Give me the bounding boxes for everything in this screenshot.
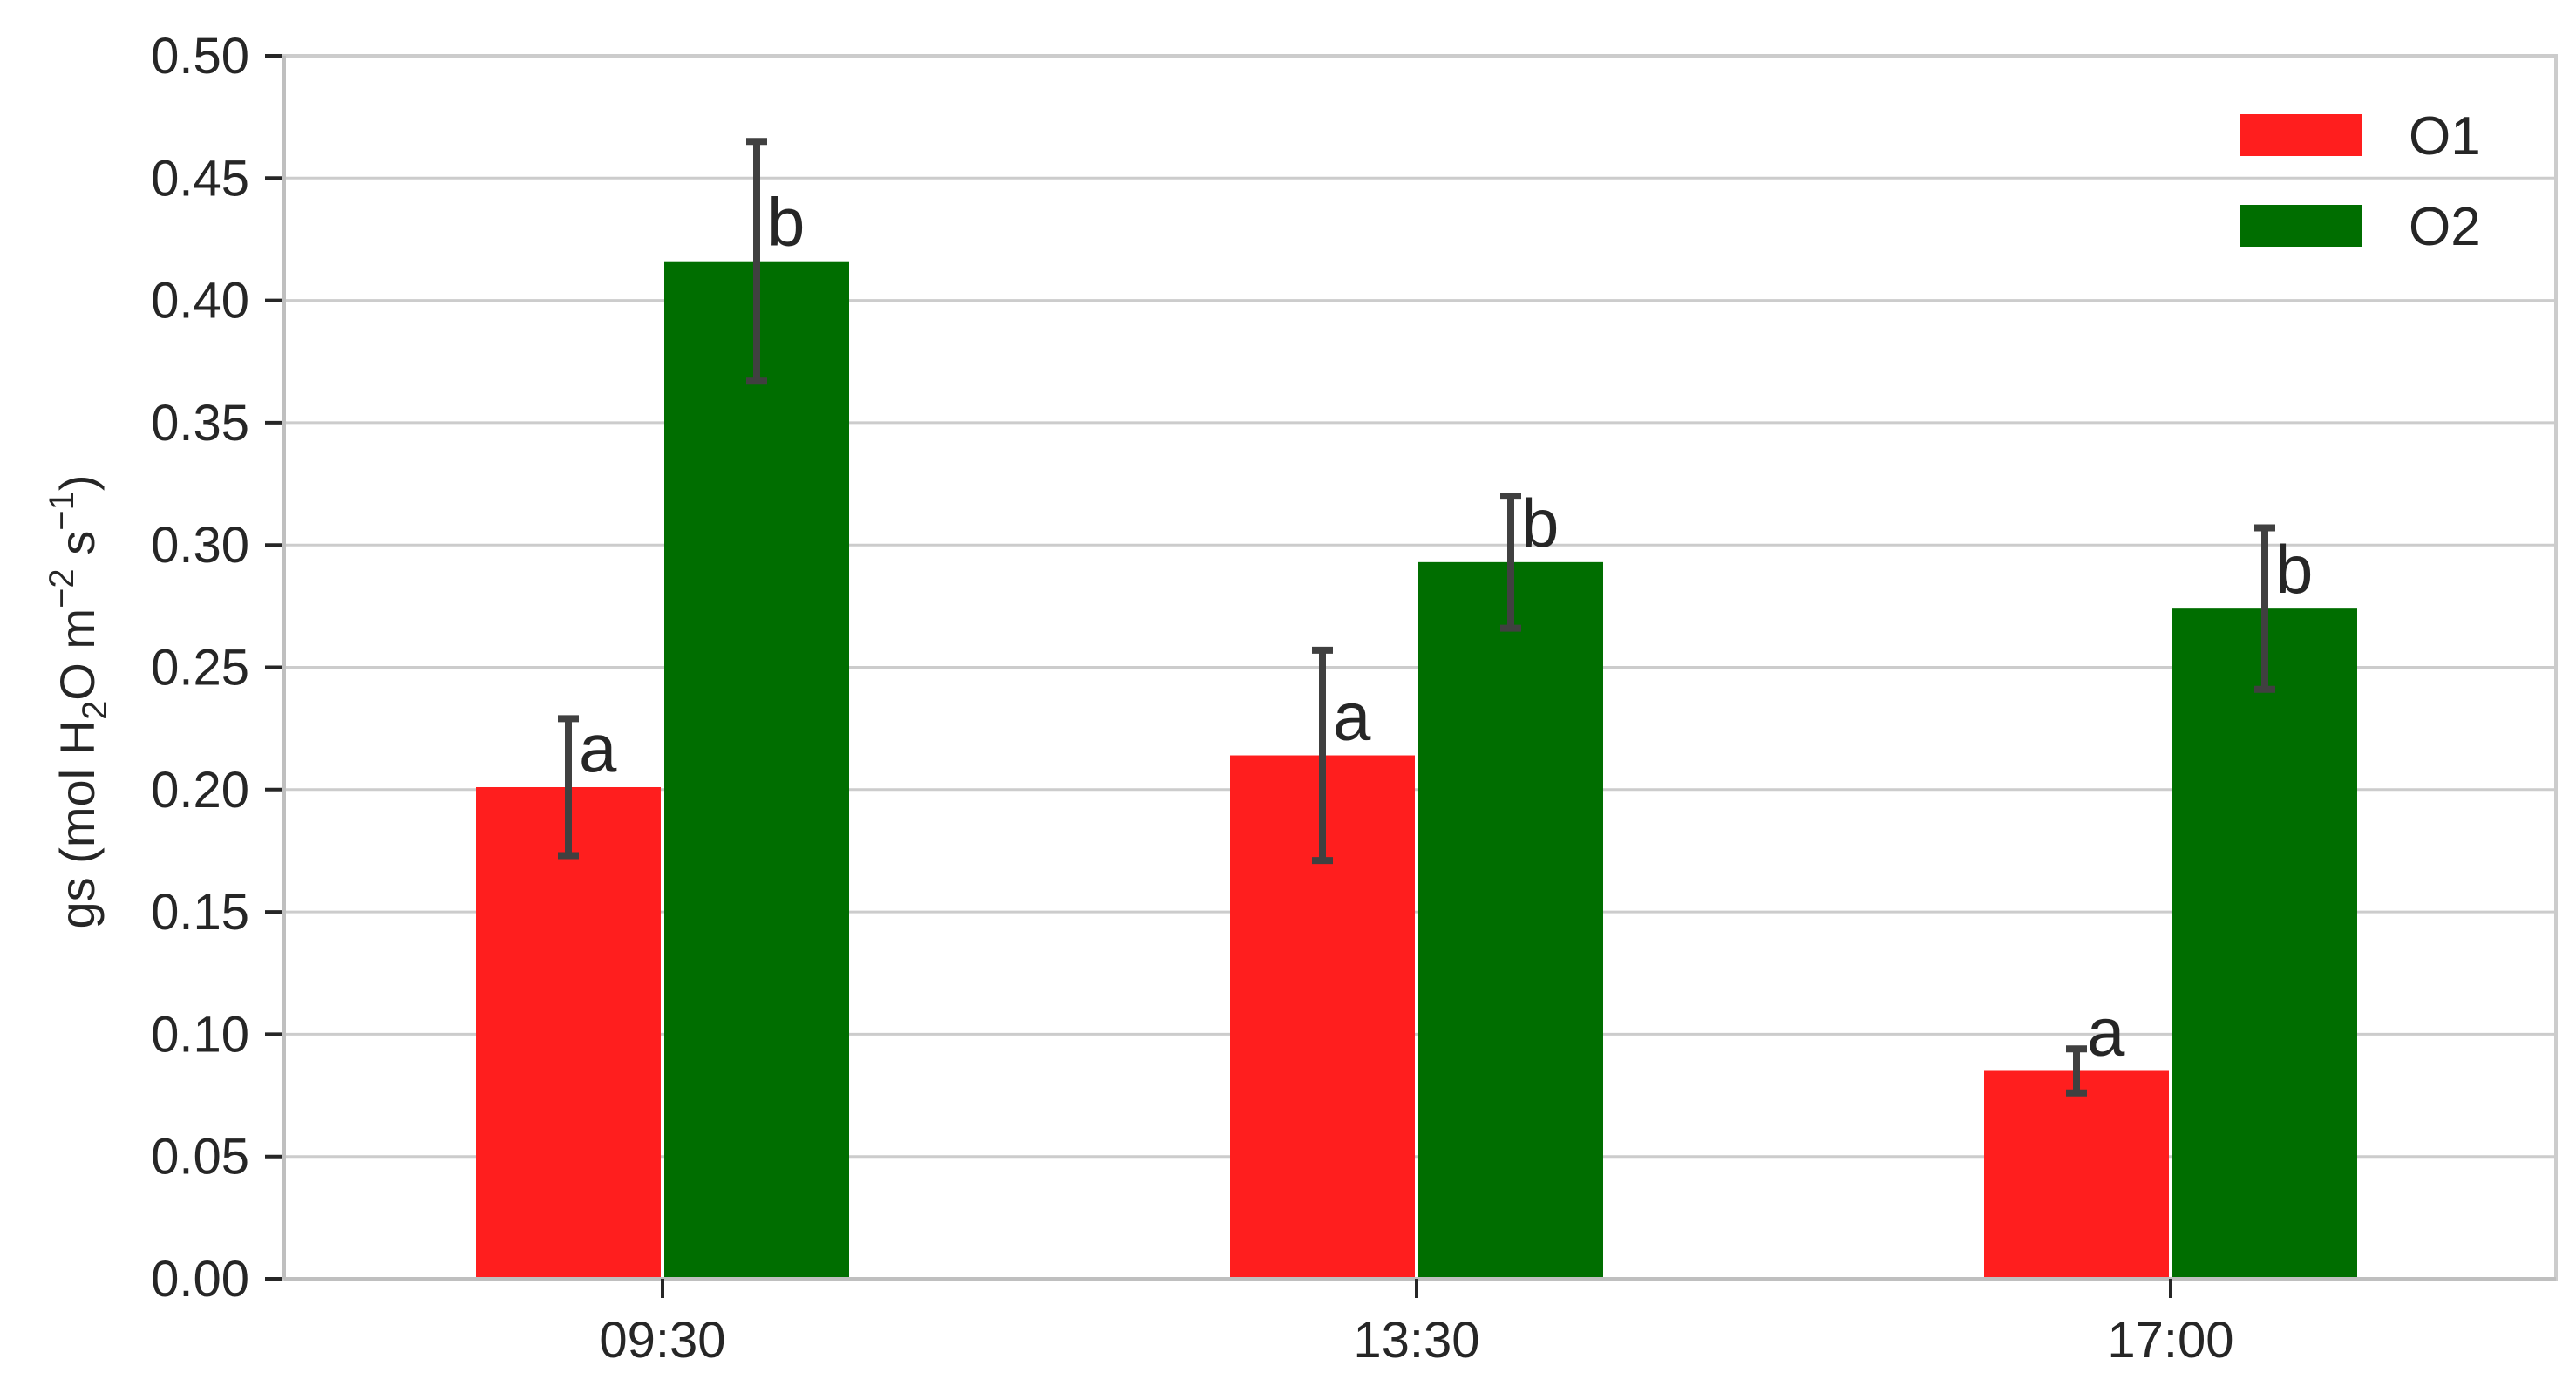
significance-label: b: [2275, 531, 2313, 608]
legend-label-o1: O1: [2409, 106, 2481, 166]
bar-o1-0: [476, 786, 661, 1279]
x-tick-label: 17:00: [2107, 1312, 2233, 1369]
significance-label: a: [2087, 993, 2125, 1070]
significance-label: b: [767, 184, 805, 261]
y-axis-label-mid2: s: [50, 531, 105, 569]
y-axis-label-sup2: −1: [43, 491, 81, 531]
legend: O1 O2: [2240, 106, 2481, 257]
bar-o2-1: [1418, 561, 1603, 1279]
y-tick-label: 0.30: [151, 517, 249, 574]
y-axis-label-mid: O m: [50, 608, 105, 701]
y-tick-label: 0.15: [151, 884, 249, 941]
y-tick-label: 0.25: [151, 640, 249, 696]
legend-swatch-o1: [2240, 114, 2362, 156]
x-tick-label: 13:30: [1353, 1312, 1479, 1369]
significance-label: a: [579, 710, 617, 786]
bar-o2-2: [2172, 608, 2357, 1279]
y-axis-label-prefix: gs (mol H: [50, 720, 105, 929]
legend-swatch-o2: [2240, 205, 2362, 247]
significance-label: a: [1333, 678, 1371, 755]
significance-label: b: [1521, 485, 1559, 561]
y-axis-label-sup1: −2: [43, 568, 81, 608]
y-tick-label: 0.00: [151, 1251, 249, 1308]
bar-o1-2: [1984, 1070, 2169, 1279]
bar-o2-0: [664, 261, 849, 1280]
y-tick-label: 0.05: [151, 1129, 249, 1186]
y-tick-label: 0.50: [151, 28, 249, 85]
y-axis-label-sub: 2: [76, 701, 114, 720]
y-axis-label-suffix: ): [50, 474, 105, 491]
y-tick-label: 0.20: [151, 762, 249, 819]
y-tick-label: 0.35: [151, 395, 249, 452]
y-axis-label: gs (mol H2O m−2 s−1): [43, 474, 114, 928]
y-tick-label: 0.10: [151, 1006, 249, 1063]
x-tick-label: 09:30: [599, 1312, 725, 1369]
y-tick-label: 0.45: [151, 150, 249, 207]
labels: 0.00 0.05 0.10 0.15 0.20 0.25 0.30 0.35 0.40 0.45…: [151, 28, 2313, 1369]
axes: [265, 54, 2558, 1298]
bars: [476, 138, 2357, 1280]
y-tick-label: 0.40: [151, 273, 249, 330]
legend-label-o2: O2: [2409, 197, 2481, 257]
